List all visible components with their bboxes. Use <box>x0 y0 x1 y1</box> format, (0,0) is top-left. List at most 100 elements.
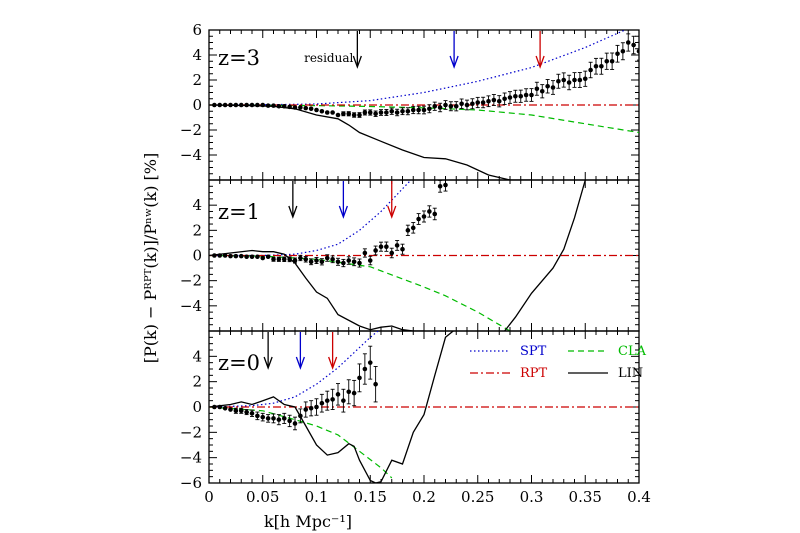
data-point <box>384 244 389 249</box>
data-point <box>394 110 400 115</box>
data-point <box>357 112 362 118</box>
data-point <box>443 182 448 188</box>
data-point <box>217 102 223 108</box>
y-tick-label: 0 <box>192 96 202 114</box>
x-tick-label: 0.15 <box>354 488 387 506</box>
data-point <box>453 103 459 109</box>
panel-label: z=0 <box>218 351 260 375</box>
data-point <box>582 76 588 82</box>
marker-arrow <box>328 332 338 370</box>
data-point <box>410 225 416 231</box>
data-point <box>475 100 481 105</box>
data-point <box>459 101 464 107</box>
data-point <box>330 397 335 402</box>
data-point <box>470 101 475 107</box>
y-tick-label: −2 <box>180 423 202 441</box>
data-point <box>373 111 378 117</box>
data-point <box>437 105 443 110</box>
data-point <box>303 105 309 111</box>
data-point <box>389 250 395 256</box>
marker-arrow: residual <box>304 31 362 69</box>
panel-z=3: −4 −2 0 2 4 6 residual z=3 <box>180 21 640 181</box>
data-point <box>265 254 271 260</box>
data-point <box>351 390 357 396</box>
y-tick-label: 4 <box>192 46 202 64</box>
data-point <box>566 80 572 85</box>
data-point <box>421 107 427 113</box>
y-tick-label: 2 <box>192 373 202 391</box>
data-point <box>238 102 244 108</box>
data-point <box>561 77 567 83</box>
legend-label: SPT <box>520 344 547 359</box>
data-point <box>427 209 432 214</box>
data-point <box>416 107 421 113</box>
data-point <box>362 366 368 372</box>
data-point <box>405 228 411 233</box>
data-point <box>604 58 610 64</box>
data-point <box>346 111 352 117</box>
plot-area <box>209 331 639 483</box>
legend: SPT CLA RPT LIN <box>470 344 647 381</box>
data-point <box>599 63 604 69</box>
data-point <box>539 88 545 94</box>
data-point <box>287 418 292 424</box>
y-tick-label: −2 <box>180 272 202 290</box>
data-point <box>416 216 421 222</box>
data-point <box>217 253 223 258</box>
arrow-head <box>449 55 459 69</box>
legend-label: CLA <box>618 344 647 359</box>
data-point <box>367 360 373 365</box>
data-point <box>244 254 249 260</box>
panel-z=1: −4 −2 0 2 4 z=1 <box>180 179 640 332</box>
x-tick-label: 0.3 <box>520 488 544 506</box>
data-point <box>362 250 368 256</box>
data-point <box>249 254 255 260</box>
data-point <box>367 110 373 115</box>
data-point <box>255 413 260 419</box>
data-point <box>222 102 228 108</box>
data-point <box>238 408 244 414</box>
x-tick-label: 0 <box>204 488 214 506</box>
data-point <box>534 86 540 92</box>
y-tick-label: 0 <box>192 247 202 265</box>
data-point <box>341 111 346 117</box>
x-tick-label: 0.4 <box>627 488 651 506</box>
data-point <box>249 411 255 416</box>
data-point <box>491 97 497 103</box>
data-point <box>335 392 341 397</box>
data-point <box>228 407 233 412</box>
plot-area <box>209 180 639 331</box>
data-point <box>427 106 432 112</box>
data-point <box>523 92 529 98</box>
x-tick-label: 0.35 <box>569 488 602 506</box>
y-tick-label: 4 <box>192 347 202 365</box>
data-point <box>298 413 303 419</box>
plot-area <box>209 30 639 180</box>
data-point <box>271 256 276 262</box>
x-tick-label: 0.05 <box>246 488 279 506</box>
chart-panels: −4 −2 0 2 4 6 residual z=3 −4 −2 0 2 4 z=1 −6 −4 −2 0 2 4 0 0… <box>180 21 651 506</box>
data-point <box>244 409 249 415</box>
arrow-head <box>328 356 338 370</box>
data-point <box>443 102 448 108</box>
arrow-head <box>263 356 273 370</box>
data-point <box>212 404 217 410</box>
y-tick-label: −2 <box>180 121 202 139</box>
panel-label: z=3 <box>218 46 260 70</box>
data-point <box>529 92 534 98</box>
data-point <box>631 42 636 48</box>
data-point <box>588 67 593 73</box>
arrow-annotation: residual <box>304 51 353 65</box>
series-line-LIN_right <box>504 180 586 331</box>
data-point <box>292 258 298 263</box>
data-point <box>265 416 271 421</box>
data-point <box>271 416 276 421</box>
marker-arrow <box>263 332 273 370</box>
data-point <box>609 58 615 64</box>
data-point <box>335 259 341 265</box>
data-point <box>513 93 518 99</box>
data-point <box>260 255 266 261</box>
data-point <box>233 253 239 259</box>
series-line-LIN <box>209 104 532 180</box>
data-point <box>281 416 287 421</box>
